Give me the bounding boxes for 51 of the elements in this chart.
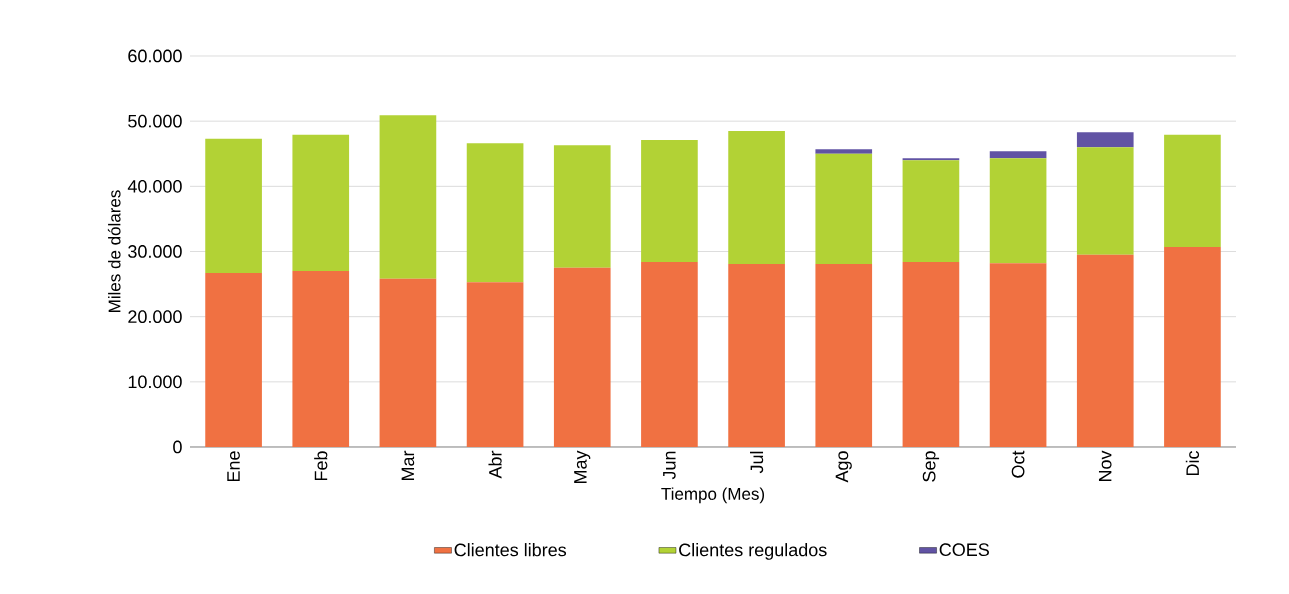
bar (379, 115, 437, 279)
bar (379, 278, 437, 447)
bar (1076, 147, 1134, 255)
bar (728, 130, 785, 264)
bar (1164, 134, 1221, 247)
bar (1076, 254, 1134, 447)
x-tick-label: Ago (835, 451, 852, 483)
bar (641, 140, 698, 262)
bar (989, 151, 1047, 159)
y-axis-title: Miles de dólares (107, 190, 121, 312)
bar (815, 153, 873, 264)
x-tick-label: Dic (1185, 451, 1200, 476)
legend-label: Clientes libres (454, 543, 567, 557)
bar (1164, 246, 1221, 447)
x-tick-label: Oct (1011, 450, 1025, 478)
bar (1076, 132, 1134, 148)
x-tick-label: Jul (749, 451, 764, 474)
x-tick-label: Ene (227, 451, 240, 482)
bar (553, 267, 611, 447)
legend-label: COES (939, 543, 989, 557)
bar (902, 261, 960, 447)
x-tick-label: Abr (488, 450, 502, 479)
bar (989, 263, 1047, 447)
bar (466, 282, 524, 447)
x-tick-label: Feb (314, 451, 328, 481)
bar (466, 143, 524, 283)
x-tick-label: Sep (922, 451, 940, 482)
y-tick-label: 20.000 (128, 310, 182, 324)
x-tick-label: Nov (1098, 450, 1112, 482)
y-tick-label: 60.000 (128, 49, 182, 63)
bar (815, 149, 873, 154)
bar (641, 261, 698, 447)
bar (553, 145, 611, 268)
y-tick-label: 10.000 (128, 375, 182, 389)
x-tick-label: Mar (401, 450, 415, 481)
y-tick-label: 40.000 (127, 179, 182, 193)
bar (728, 263, 785, 447)
bar (815, 263, 873, 447)
bar (205, 138, 262, 273)
bar (292, 134, 350, 272)
bar (989, 158, 1047, 264)
bar (902, 160, 960, 262)
y-tick-label: 30.000 (128, 245, 182, 258)
x-axis-title: Tiempo (Mes) (661, 487, 765, 504)
y-tick-label: 0 (173, 440, 182, 454)
x-tick-label: Jun (663, 451, 676, 480)
x-tick-label: May (574, 450, 591, 484)
legend-label: Clientes regulados (679, 543, 827, 560)
bar (205, 273, 262, 447)
bar (292, 271, 350, 447)
y-tick-label: 50.000 (128, 114, 182, 128)
